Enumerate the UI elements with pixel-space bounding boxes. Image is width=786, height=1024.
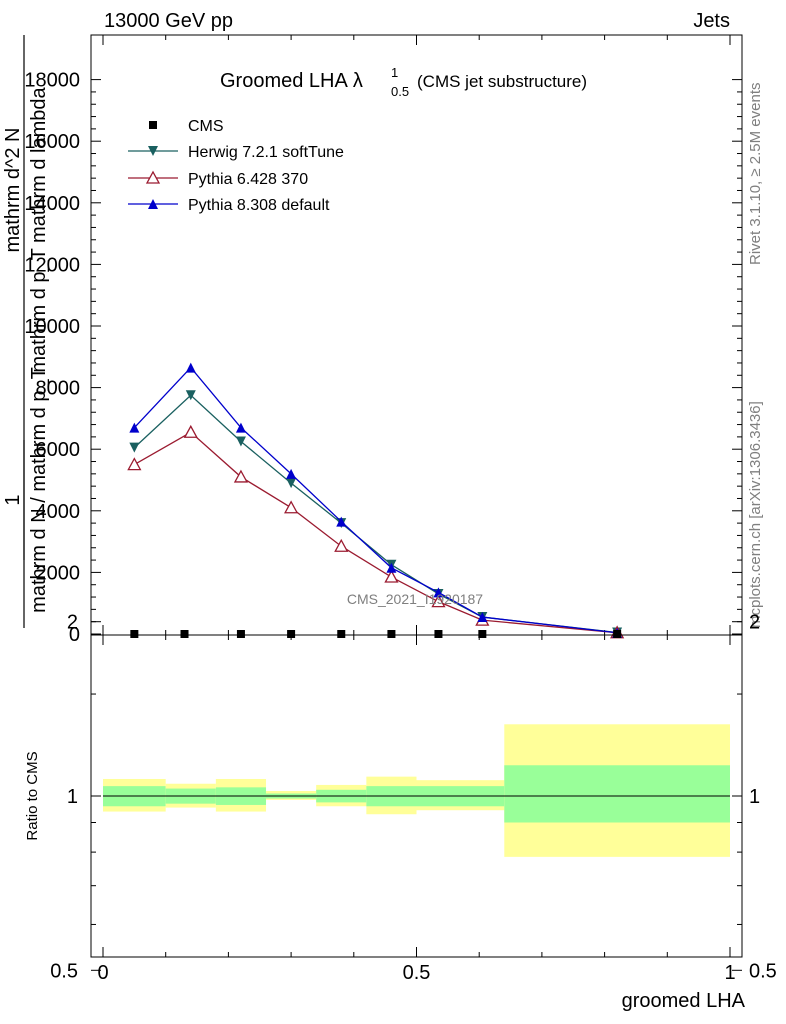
legend-label-herwig: Herwig 7.2.1 softTune xyxy=(188,144,344,161)
point-cms-2 xyxy=(236,630,245,638)
point-cms-7 xyxy=(478,630,487,638)
point-cms-6 xyxy=(434,630,443,638)
x-axis-label: groomed LHA xyxy=(622,990,746,1012)
analysis-watermark: CMS_2021_I1920187 xyxy=(347,591,483,607)
point-cms-1 xyxy=(180,630,189,638)
main-ytick-label-7: 14000 xyxy=(24,193,80,215)
main-ytick-label-9: 18000 xyxy=(24,70,80,92)
legend-label-pythia8: Pythia 8.308 default xyxy=(188,197,330,214)
title-main: Groomed LHA λ xyxy=(220,70,363,92)
point-pythia6-0 xyxy=(127,457,142,471)
point-pythia6-4 xyxy=(334,538,349,552)
x-tick-label-0: 0 xyxy=(97,962,108,984)
legend-label-pythia6: Pythia 6.428 370 xyxy=(188,171,308,188)
ylabel-denominator: mathrm d N / mathrm d p_T xyxy=(28,367,50,613)
point-pythia6-2 xyxy=(233,469,249,483)
x-tick-label-1: 0.5 xyxy=(403,962,431,984)
rivet-label: Rivet 3.1.10, ≥ 2.5M events xyxy=(747,83,764,266)
series-cms xyxy=(130,630,622,638)
header-process: Jets xyxy=(693,10,730,32)
point-pythia8-3 xyxy=(286,468,297,479)
series-pythia6 xyxy=(127,424,625,639)
main-ytick-label-8: 16000 xyxy=(24,131,80,153)
ratio-bands xyxy=(103,724,730,857)
main-series-group xyxy=(127,362,625,639)
ratio-ytick-label-left-0: 0.5 xyxy=(50,960,78,982)
ratio-frame xyxy=(90,634,743,958)
point-pythia8-4 xyxy=(336,516,347,527)
main-ytick-label-0: 0 xyxy=(69,624,80,646)
legend: CMS Herwig 7.2.1 softTune Pythia 6.428 370… xyxy=(128,118,344,214)
point-pythia8-1 xyxy=(185,362,196,373)
point-pythia6-3 xyxy=(284,500,299,514)
legend-marker-pythia6 xyxy=(145,170,161,184)
ratio-ytick-label-right-0: 0.5 xyxy=(749,960,777,982)
point-pythia8-0 xyxy=(129,422,140,433)
point-pythia6-6 xyxy=(431,594,446,608)
point-pythia8-5 xyxy=(386,562,397,573)
point-cms-8 xyxy=(613,630,622,638)
main-ytick-label-5: 10000 xyxy=(24,316,80,338)
point-cms-0 xyxy=(130,630,139,638)
main-ytick-label-1: 2000 xyxy=(36,562,81,584)
header-energy: 13000 GeV pp xyxy=(104,10,233,32)
point-pythia8-7 xyxy=(477,612,488,623)
series-pythia8 xyxy=(129,362,623,638)
ratio-ytick-label-left-1: 1 xyxy=(67,786,78,808)
ratio-y-axis-label: Ratio to CMS xyxy=(24,751,41,840)
ratio-ytick-label-left-2: 2 xyxy=(67,612,78,634)
point-herwig-2 xyxy=(235,436,246,447)
ratio-ytick-label-right-2: 2 xyxy=(749,612,760,634)
point-cms-3 xyxy=(287,630,296,638)
main-plot: 0 2000 4000 6000 8000 10000 12000 14000 16000 180… xyxy=(24,34,743,646)
ratio-ytick-label-right-1: 1 xyxy=(749,786,760,808)
title-subscript: 0.5 xyxy=(391,84,409,99)
point-pythia8-6 xyxy=(433,587,444,598)
legend-label-cms: CMS xyxy=(188,118,224,135)
legend-marker-cms xyxy=(149,121,157,129)
ratio-band-inner-7 xyxy=(504,765,730,823)
legend-marker-pythia8 xyxy=(148,199,158,209)
plot-title: Groomed LHA λ 1 0.5 (CMS jet substructure… xyxy=(220,65,587,99)
point-pythia6-1 xyxy=(183,424,198,438)
ratio-ticks: 0.5 0.51 12 20 0.5 1 xyxy=(50,612,777,984)
point-herwig-3 xyxy=(286,478,297,489)
main-y-ticks: 0 2000 4000 6000 8000 10000 12000 14000 16000 180… xyxy=(24,35,742,646)
point-herwig-0 xyxy=(129,442,140,453)
title-superscript: 1 xyxy=(391,65,398,80)
title-note: (CMS jet substructure) xyxy=(417,72,587,91)
ratio-plot: 0.5 0.51 12 20 0.5 1 xyxy=(50,612,777,984)
x-tick-label-2: 1 xyxy=(724,962,735,984)
point-cms-4 xyxy=(337,630,346,638)
legend-marker-herwig xyxy=(148,146,158,156)
main-ytick-label-4: 8000 xyxy=(36,378,81,400)
main-ytick-label-2: 4000 xyxy=(36,501,81,523)
ylabel-numerator: mathrm d^2 N xyxy=(2,128,24,253)
ylabel-denominator-2: mathrm d p_T mathrm d lambda xyxy=(28,86,50,372)
point-herwig-1 xyxy=(185,390,196,401)
ylabel-one: 1 xyxy=(2,494,24,505)
point-pythia8-2 xyxy=(235,422,246,433)
mcplots-label: mcplots.cern.ch [arXiv:1306.3436] xyxy=(747,401,764,628)
main-ytick-label-6: 12000 xyxy=(24,254,80,276)
main-ytick-label-3: 6000 xyxy=(36,439,81,461)
point-pythia6-5 xyxy=(384,569,399,583)
main-y-axis-label: 1 mathrm d N / mathrm d p_T mathrm d^2 N… xyxy=(2,35,50,628)
point-cms-5 xyxy=(387,630,396,638)
